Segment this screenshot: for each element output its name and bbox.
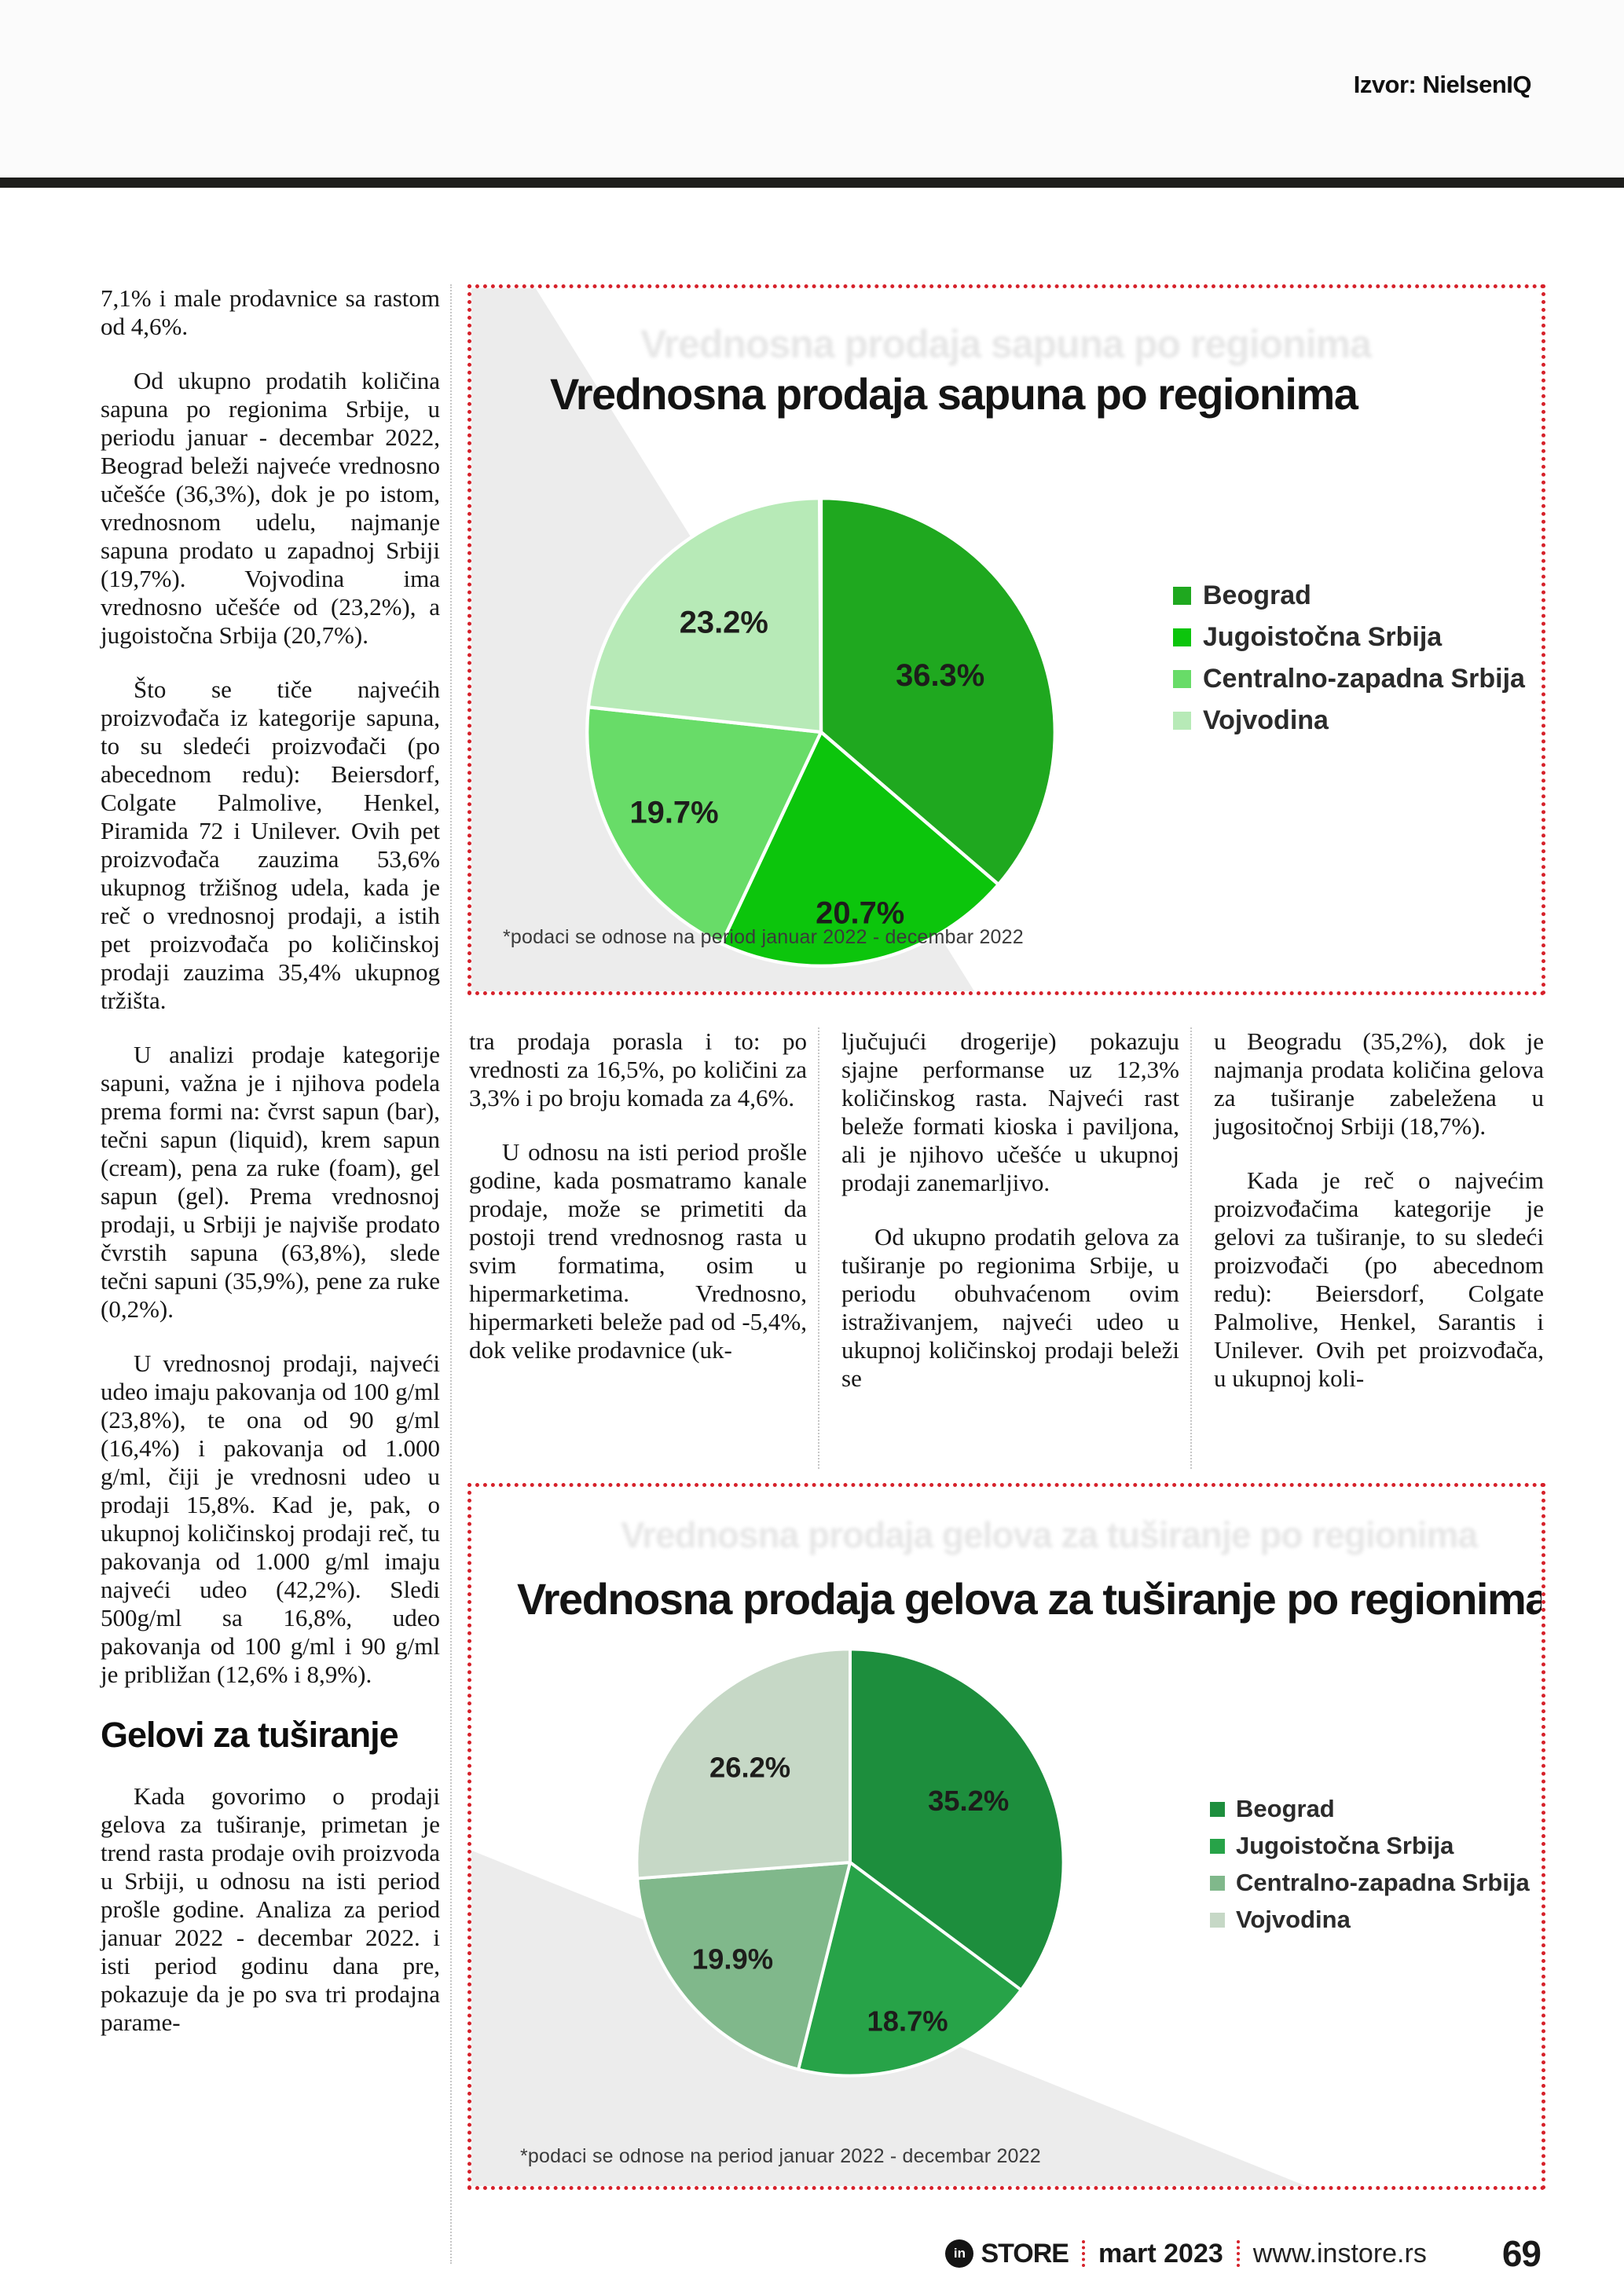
paragraph: U vrednosnoj prodaji, najveći udeo imaju… bbox=[101, 1349, 440, 1688]
pie-chart-sapun: 36.3% 20.7% 19.7% 23.2% bbox=[585, 496, 1057, 968]
paragraph: U analizi prodaje kategorije sapuni, važ… bbox=[101, 1041, 440, 1323]
legend-swatch bbox=[1210, 1801, 1225, 1817]
chart-footnote: *podaci se odnose na period januar 2022 … bbox=[503, 926, 1024, 948]
page-footer: in STORE mart 2023 www.instore.rs 69 bbox=[945, 2232, 1542, 2275]
issue-date: mart 2023 bbox=[1098, 2238, 1223, 2269]
legend-swatch bbox=[1173, 711, 1191, 730]
legend-item: Vojvodina bbox=[1173, 705, 1525, 735]
pie-slice-label: 36.3% bbox=[896, 658, 984, 693]
pie-slice-jugoisto-na-srbija bbox=[720, 730, 1000, 968]
pie-slice-label: 18.7% bbox=[867, 2005, 948, 2037]
pie-slice-label: 19.9% bbox=[692, 1943, 773, 1976]
page-number: 69 bbox=[1501, 2233, 1542, 2274]
pie-slice-centralno-zapadna-srbija bbox=[585, 705, 823, 946]
text-column-4: u Beogradu (35,2%), dok je najmanja prod… bbox=[1214, 1027, 1544, 1469]
pie-slice-label: 35.2% bbox=[928, 1785, 1009, 1817]
pie-chart-gelovi: 35.2% 18.7% 19.9% 26.2% bbox=[635, 1647, 1065, 2078]
chart-card-sapun: Vrednosna prodaja sapuna po regionima Vr… bbox=[467, 284, 1545, 995]
legend-item: Jugoistočna Srbija bbox=[1210, 1832, 1530, 1860]
paragraph: U odnosu na isti period prošle godine, k… bbox=[469, 1138, 807, 1364]
legend-item: Centralno-zapadna Srbija bbox=[1173, 664, 1525, 694]
legend-label: Vojvodina bbox=[1236, 1906, 1351, 1933]
instore-logo-icon: in bbox=[945, 2239, 974, 2268]
legend-item: Centralno-zapadna Srbija bbox=[1210, 1869, 1530, 1897]
pie-slice-label: 19.7% bbox=[629, 796, 718, 830]
pie-slice-beograd bbox=[819, 496, 1057, 887]
legend-item: Beograd bbox=[1173, 580, 1525, 610]
chart-legend: Beograd Jugoistočna Srbija Centralno-zapad… bbox=[1210, 1795, 1530, 1943]
chart-title: Vrednosna prodaja sapuna po regionima bbox=[550, 369, 1358, 419]
pie-slice-vojvodina bbox=[586, 496, 823, 734]
paragraph: tra prodaja porasla i to: po vrednosti z… bbox=[469, 1027, 807, 1111]
legend-label: Jugoistočna Srbija bbox=[1236, 1832, 1454, 1859]
legend-item: Beograd bbox=[1210, 1795, 1530, 1823]
chart-card-gelovi: Vrednosna prodaja gelova za tuširanje po… bbox=[467, 1483, 1545, 2190]
footer-separator bbox=[1236, 2240, 1240, 2267]
pie-slice-label: 23.2% bbox=[680, 606, 768, 640]
chart-footnote: *podaci se odnose na period januar 2022 … bbox=[520, 2145, 1041, 2167]
legend-label: Beograd bbox=[1203, 580, 1311, 610]
website-url: www.instore.rs bbox=[1252, 2238, 1427, 2269]
paragraph: Od ukupno prodatih gelova za tuširanje p… bbox=[841, 1223, 1179, 1392]
paragraph: ljučujući drogerije) pokazuju sjajne per… bbox=[841, 1027, 1179, 1196]
text-column-3: ljučujući drogerije) pokazuju sjajne per… bbox=[841, 1027, 1192, 1469]
paragraph: Kada je reč o najvećim proizvođačima kat… bbox=[1214, 1166, 1544, 1392]
chart-title: Vrednosna prodaja gelova za tuširanje po… bbox=[517, 1574, 1545, 1624]
text-column-2: tra prodaja porasla i to: po vrednosti z… bbox=[469, 1027, 819, 1469]
chart-title-ghost: Vrednosna prodaja sapuna po regionima bbox=[640, 322, 1372, 366]
legend-swatch bbox=[1210, 1875, 1225, 1891]
legend-label: Centralno-zapadna Srbija bbox=[1203, 663, 1525, 694]
pie-slice-vojvodina bbox=[635, 1647, 852, 1880]
legend-item: Jugoistočna Srbija bbox=[1173, 622, 1525, 652]
legend-label: Beograd bbox=[1236, 1795, 1335, 1822]
text-column-left: 7,1% i male prodavnice sa rastom od 4,6%… bbox=[101, 284, 452, 2264]
paragraph: Što se tiče najvećih proizvođača iz kate… bbox=[101, 676, 440, 1014]
legend-label: Vojvodina bbox=[1203, 705, 1329, 735]
source-label: Izvor: NielsenIQ bbox=[1353, 71, 1532, 98]
pie-slice-jugoisto-na-srbija bbox=[797, 1861, 1023, 2078]
legend-swatch bbox=[1210, 1838, 1225, 1854]
section-heading: Gelovi za tuširanje bbox=[101, 1715, 399, 1755]
paragraph: 7,1% i male prodavnice sa rastom od 4,6%… bbox=[101, 284, 440, 340]
paragraph: Od ukupno prodatih količina sapuna po re… bbox=[101, 367, 440, 649]
pie-slice-label: 26.2% bbox=[709, 1751, 790, 1783]
header-rule bbox=[0, 178, 1624, 188]
legend-label: Centralno-zapadna Srbija bbox=[1236, 1869, 1530, 1896]
pie-slice-centralno-zapadna-srbija bbox=[636, 1861, 852, 2071]
paragraph: Kada govorimo o prodaji gelova za tušira… bbox=[101, 1782, 440, 2036]
chart-legend: Beograd Jugoistočna Srbija Centralno-zapad… bbox=[1173, 580, 1525, 747]
legend-swatch bbox=[1173, 628, 1191, 646]
brand-name: STORE bbox=[981, 2238, 1069, 2269]
legend-swatch bbox=[1173, 669, 1191, 688]
legend-swatch bbox=[1173, 586, 1191, 605]
legend-label: Jugoistočna Srbija bbox=[1203, 621, 1443, 652]
legend-swatch bbox=[1210, 1912, 1225, 1928]
legend-item: Vojvodina bbox=[1210, 1906, 1530, 1934]
footer-separator bbox=[1081, 2240, 1085, 2267]
chart-title-ghost: Vrednosna prodaja gelova za tuširanje po… bbox=[621, 1514, 1478, 1555]
paragraph: u Beogradu (35,2%), dok je najmanja prod… bbox=[1214, 1027, 1544, 1140]
pie-slice-beograd bbox=[849, 1647, 1065, 1992]
pie-slice-label: 20.7% bbox=[816, 896, 904, 931]
header-band bbox=[0, 0, 1624, 178]
